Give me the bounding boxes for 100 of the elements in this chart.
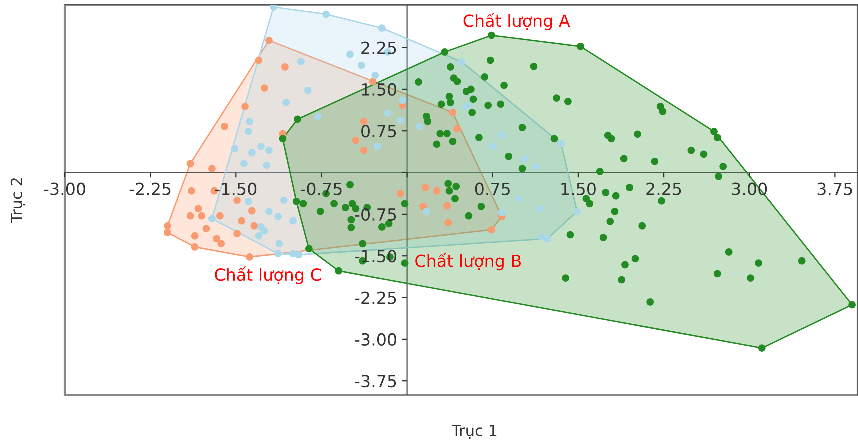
point — [374, 142, 382, 150]
point — [261, 227, 268, 235]
point — [194, 205, 202, 213]
point — [255, 232, 263, 240]
point — [416, 122, 424, 130]
point — [186, 212, 194, 220]
y-tick-label: 2.25 — [362, 42, 396, 54]
x-tick-label: -2.25 — [130, 182, 171, 196]
point — [274, 212, 282, 220]
point — [538, 234, 546, 241]
point — [266, 208, 273, 216]
y-tick-label: 0.75 — [362, 125, 396, 138]
point — [360, 118, 368, 126]
x-tick-label: 3.75 — [818, 182, 852, 196]
point — [208, 215, 216, 223]
point — [298, 58, 305, 66]
point — [202, 225, 210, 233]
point — [444, 202, 451, 210]
point — [250, 222, 258, 230]
point — [396, 116, 404, 124]
point — [290, 250, 297, 258]
point — [234, 196, 241, 204]
point — [558, 140, 566, 148]
point — [263, 162, 271, 170]
point — [515, 195, 523, 203]
point — [449, 109, 457, 116]
point — [462, 102, 470, 110]
point — [521, 155, 528, 163]
point — [191, 244, 199, 251]
point — [532, 162, 540, 170]
y-tick-label: -0.75 — [355, 208, 396, 222]
point — [433, 187, 441, 195]
x-tick-label: 1.50 — [562, 182, 596, 196]
point — [238, 217, 246, 225]
point — [399, 96, 406, 104]
x-tick-label: 0.75 — [475, 182, 510, 196]
point — [444, 219, 452, 226]
point — [574, 208, 581, 216]
x-axis-title: Trục 1 — [452, 425, 497, 440]
point — [198, 212, 206, 220]
point — [164, 229, 172, 236]
point — [322, 10, 330, 18]
point — [213, 235, 220, 243]
x-tick-label: 2.25 — [646, 182, 682, 196]
point — [378, 24, 386, 32]
point — [234, 230, 241, 238]
point — [360, 146, 368, 154]
point — [396, 190, 404, 198]
x-tick-label: -1.50 — [215, 182, 257, 196]
point — [274, 250, 282, 258]
point — [304, 86, 312, 94]
annotation: Chất lượng A — [464, 12, 570, 30]
point — [536, 205, 544, 213]
point — [266, 36, 273, 44]
point — [248, 207, 256, 215]
point — [221, 122, 228, 130]
point — [372, 72, 380, 80]
point — [290, 217, 297, 225]
y-axis-title: Trục 2 — [10, 178, 26, 224]
point — [270, 5, 278, 11]
point — [489, 142, 497, 150]
x-tick-label: -0.75 — [300, 182, 342, 196]
point — [208, 165, 216, 173]
point — [216, 212, 224, 220]
point — [280, 196, 288, 204]
point — [488, 226, 496, 234]
point — [246, 118, 254, 126]
point — [498, 209, 506, 216]
point — [186, 160, 194, 168]
point — [282, 64, 289, 71]
annotation: Chất lượng B — [416, 253, 522, 271]
point — [423, 208, 430, 216]
point — [422, 184, 430, 192]
point — [240, 160, 248, 168]
point — [282, 99, 290, 106]
point — [248, 149, 256, 156]
y-tick-label: -3.75 — [355, 375, 396, 388]
point — [498, 132, 506, 140]
point — [188, 187, 196, 195]
point — [191, 232, 199, 240]
point — [245, 198, 252, 206]
y-tick-label: -2.25 — [355, 292, 396, 304]
point — [231, 145, 239, 153]
annotation: Chất lượng C — [215, 266, 322, 284]
point — [346, 50, 354, 58]
point — [384, 110, 392, 118]
point — [358, 62, 366, 70]
point — [458, 58, 466, 66]
point — [258, 142, 265, 150]
point — [164, 222, 172, 230]
point — [255, 56, 263, 64]
point — [266, 146, 273, 154]
point — [261, 84, 268, 92]
point — [314, 112, 322, 120]
point — [246, 254, 254, 261]
point — [352, 136, 360, 144]
point — [276, 240, 284, 248]
point — [242, 102, 249, 110]
y-tick-label: 1.50 — [362, 83, 396, 96]
point — [454, 125, 462, 133]
